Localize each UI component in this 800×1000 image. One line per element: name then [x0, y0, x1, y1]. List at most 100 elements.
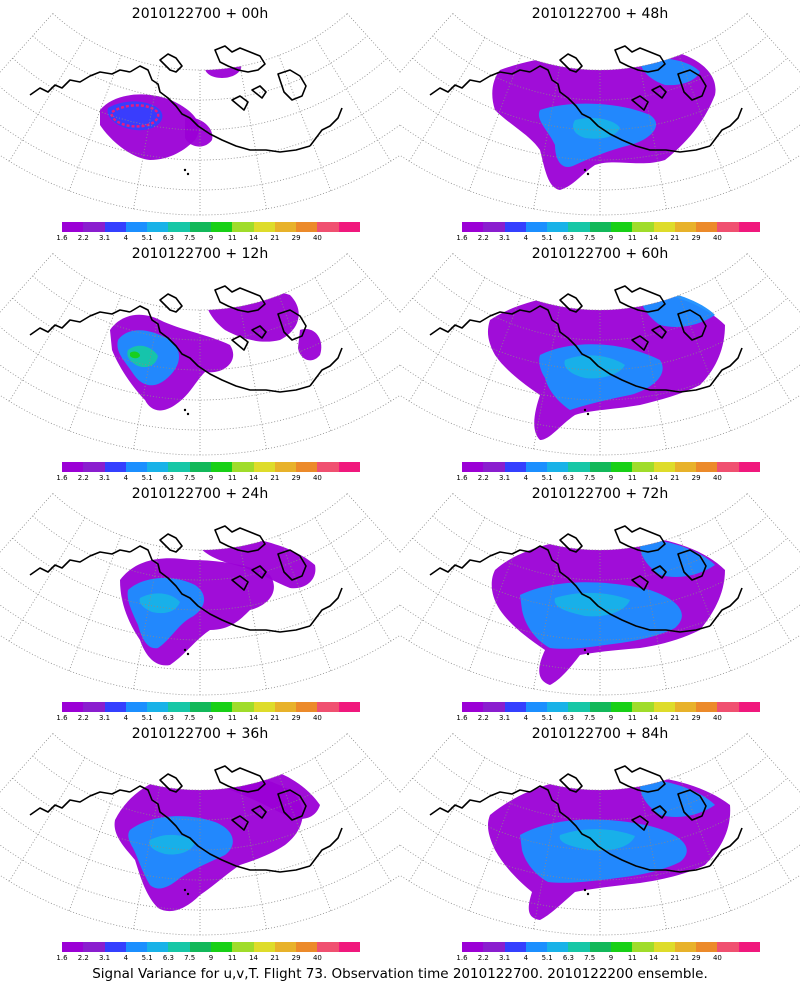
coastline — [429, 309, 531, 336]
meridian-line — [133, 306, 161, 449]
colorbar — [62, 702, 360, 712]
colorbar-tick-label: 11 — [227, 954, 237, 962]
meridian-line — [278, 295, 332, 431]
colorbar-swatch — [147, 942, 169, 952]
colorbar-swatch — [232, 462, 254, 472]
coastline — [309, 587, 343, 627]
colorbar-tick-label: 9 — [608, 714, 614, 722]
map-layer — [0, 253, 400, 456]
island-mark — [186, 172, 190, 176]
colorbar-tick-label: 11 — [627, 234, 637, 242]
latitude-line — [12, 297, 388, 371]
map-layer — [400, 253, 800, 456]
colorbar-swatch — [717, 462, 739, 472]
colorbar-tick-label: 3.1 — [498, 234, 511, 242]
colorbar-tick-label: 4 — [123, 474, 129, 482]
meridian-line — [68, 295, 122, 431]
coastline — [529, 785, 711, 873]
meridian-line — [468, 295, 522, 431]
map-plot — [400, 253, 800, 456]
variance-contour — [554, 592, 630, 617]
variance-contour — [130, 351, 140, 359]
colorbar-tick-label: 7.5 — [584, 954, 596, 962]
island-mark — [583, 888, 587, 892]
latitude-line — [0, 394, 400, 456]
colorbar-tick-label: 9 — [208, 954, 214, 962]
colorbar-tick-label: 2.2 — [477, 714, 489, 722]
figure-caption: Signal Variance for u,v,T. Flight 73. Ob… — [92, 966, 708, 982]
colorbar-swatch — [147, 702, 169, 712]
map-panel: 2010122700 + 72h 1.6 2.2 3.1 4 5.1 6.3 7.5 9 11 14… — [400, 480, 800, 722]
meridian-line — [678, 535, 732, 671]
colorbar-swatch — [125, 702, 148, 712]
map-layer — [0, 733, 400, 936]
coastline — [709, 827, 743, 867]
colorbar-tick-label: 9 — [208, 714, 214, 722]
colorbar-swatch — [189, 942, 211, 952]
map-plot — [400, 493, 800, 696]
meridian-line — [239, 66, 267, 209]
island-mark — [586, 412, 590, 416]
variance-contour — [127, 345, 158, 368]
colorbar-swatch — [296, 462, 318, 472]
colorbar-swatch — [189, 222, 211, 232]
colorbar-tick-label: 2.2 — [77, 234, 89, 242]
meridian-line — [133, 66, 161, 209]
colorbar-swatch — [317, 222, 339, 232]
colorbar-swatch — [653, 222, 675, 232]
colorbar-tick-label: 11 — [227, 234, 237, 242]
meridian-line — [714, 277, 792, 402]
colorbar-labels: 1.6 2.2 3.1 4 5.1 6.3 7.5 9 11 14 21 29 40 — [440, 234, 780, 244]
colorbar-swatch — [189, 462, 211, 472]
meridian-line — [400, 13, 454, 73]
latitude-line — [52, 493, 348, 551]
colorbar-tick-label: 21 — [670, 954, 680, 962]
map-layer — [0, 493, 400, 696]
coastline — [631, 335, 649, 351]
colorbar-swatch — [317, 462, 339, 472]
variance-field — [492, 48, 716, 190]
colorbar-swatch — [462, 462, 484, 472]
variance-contour — [559, 829, 635, 851]
colorbar-swatch — [189, 702, 211, 712]
colorbar-labels: 1.6 2.2 3.1 4 5.1 6.3 7.5 9 11 14 21 29 40 — [440, 474, 780, 484]
colorbar-swatch — [62, 462, 84, 472]
meridian-line — [68, 535, 122, 671]
latitude-line — [0, 364, 400, 431]
colorbar-tick-label: 2.2 — [477, 234, 489, 242]
colorbar-tick-label: 14 — [649, 714, 659, 722]
colorbar-tick-label: 5.1 — [141, 474, 153, 482]
meridian-line — [678, 55, 732, 191]
colorbar-swatch — [525, 462, 548, 472]
meridian-line — [346, 733, 400, 793]
colorbar-tick-label: 29 — [691, 954, 701, 962]
colorbar-swatch — [610, 462, 633, 472]
colorbar-tick-label: 29 — [291, 714, 301, 722]
colorbar-tick-label: 4 — [523, 474, 529, 482]
colorbar-tick-label: 9 — [208, 474, 214, 482]
colorbar-tick-label: 14 — [249, 954, 259, 962]
colorbar-swatch — [83, 222, 105, 232]
latitude-line — [32, 275, 368, 341]
colorbar-tick-label: 40 — [312, 714, 322, 722]
coastline — [231, 95, 249, 111]
coastline — [251, 325, 267, 339]
colorbar-labels: 1.6 2.2 3.1 4 5.1 6.3 7.5 9 11 14 21 29 40 — [40, 954, 380, 964]
colorbar-tick-label: 1.6 — [456, 234, 468, 242]
meridian-line — [278, 775, 332, 911]
coastline — [709, 107, 743, 147]
meridian-line — [714, 757, 792, 882]
coastline — [529, 305, 711, 393]
colorbar-swatch — [589, 942, 611, 952]
coastline — [651, 805, 667, 819]
coastline — [614, 45, 666, 73]
panel-title: 2010122700 + 00h — [131, 6, 269, 22]
meridian-line — [8, 757, 86, 882]
coastline — [29, 309, 131, 336]
colorbar-tick-label: 1.6 — [56, 714, 68, 722]
island-mark — [586, 172, 590, 176]
colorbar-swatch — [653, 702, 675, 712]
colorbar-swatch — [104, 702, 126, 712]
colorbar-tick-label: 2.2 — [477, 474, 489, 482]
colorbar-tick-label: 3.1 — [498, 954, 511, 962]
